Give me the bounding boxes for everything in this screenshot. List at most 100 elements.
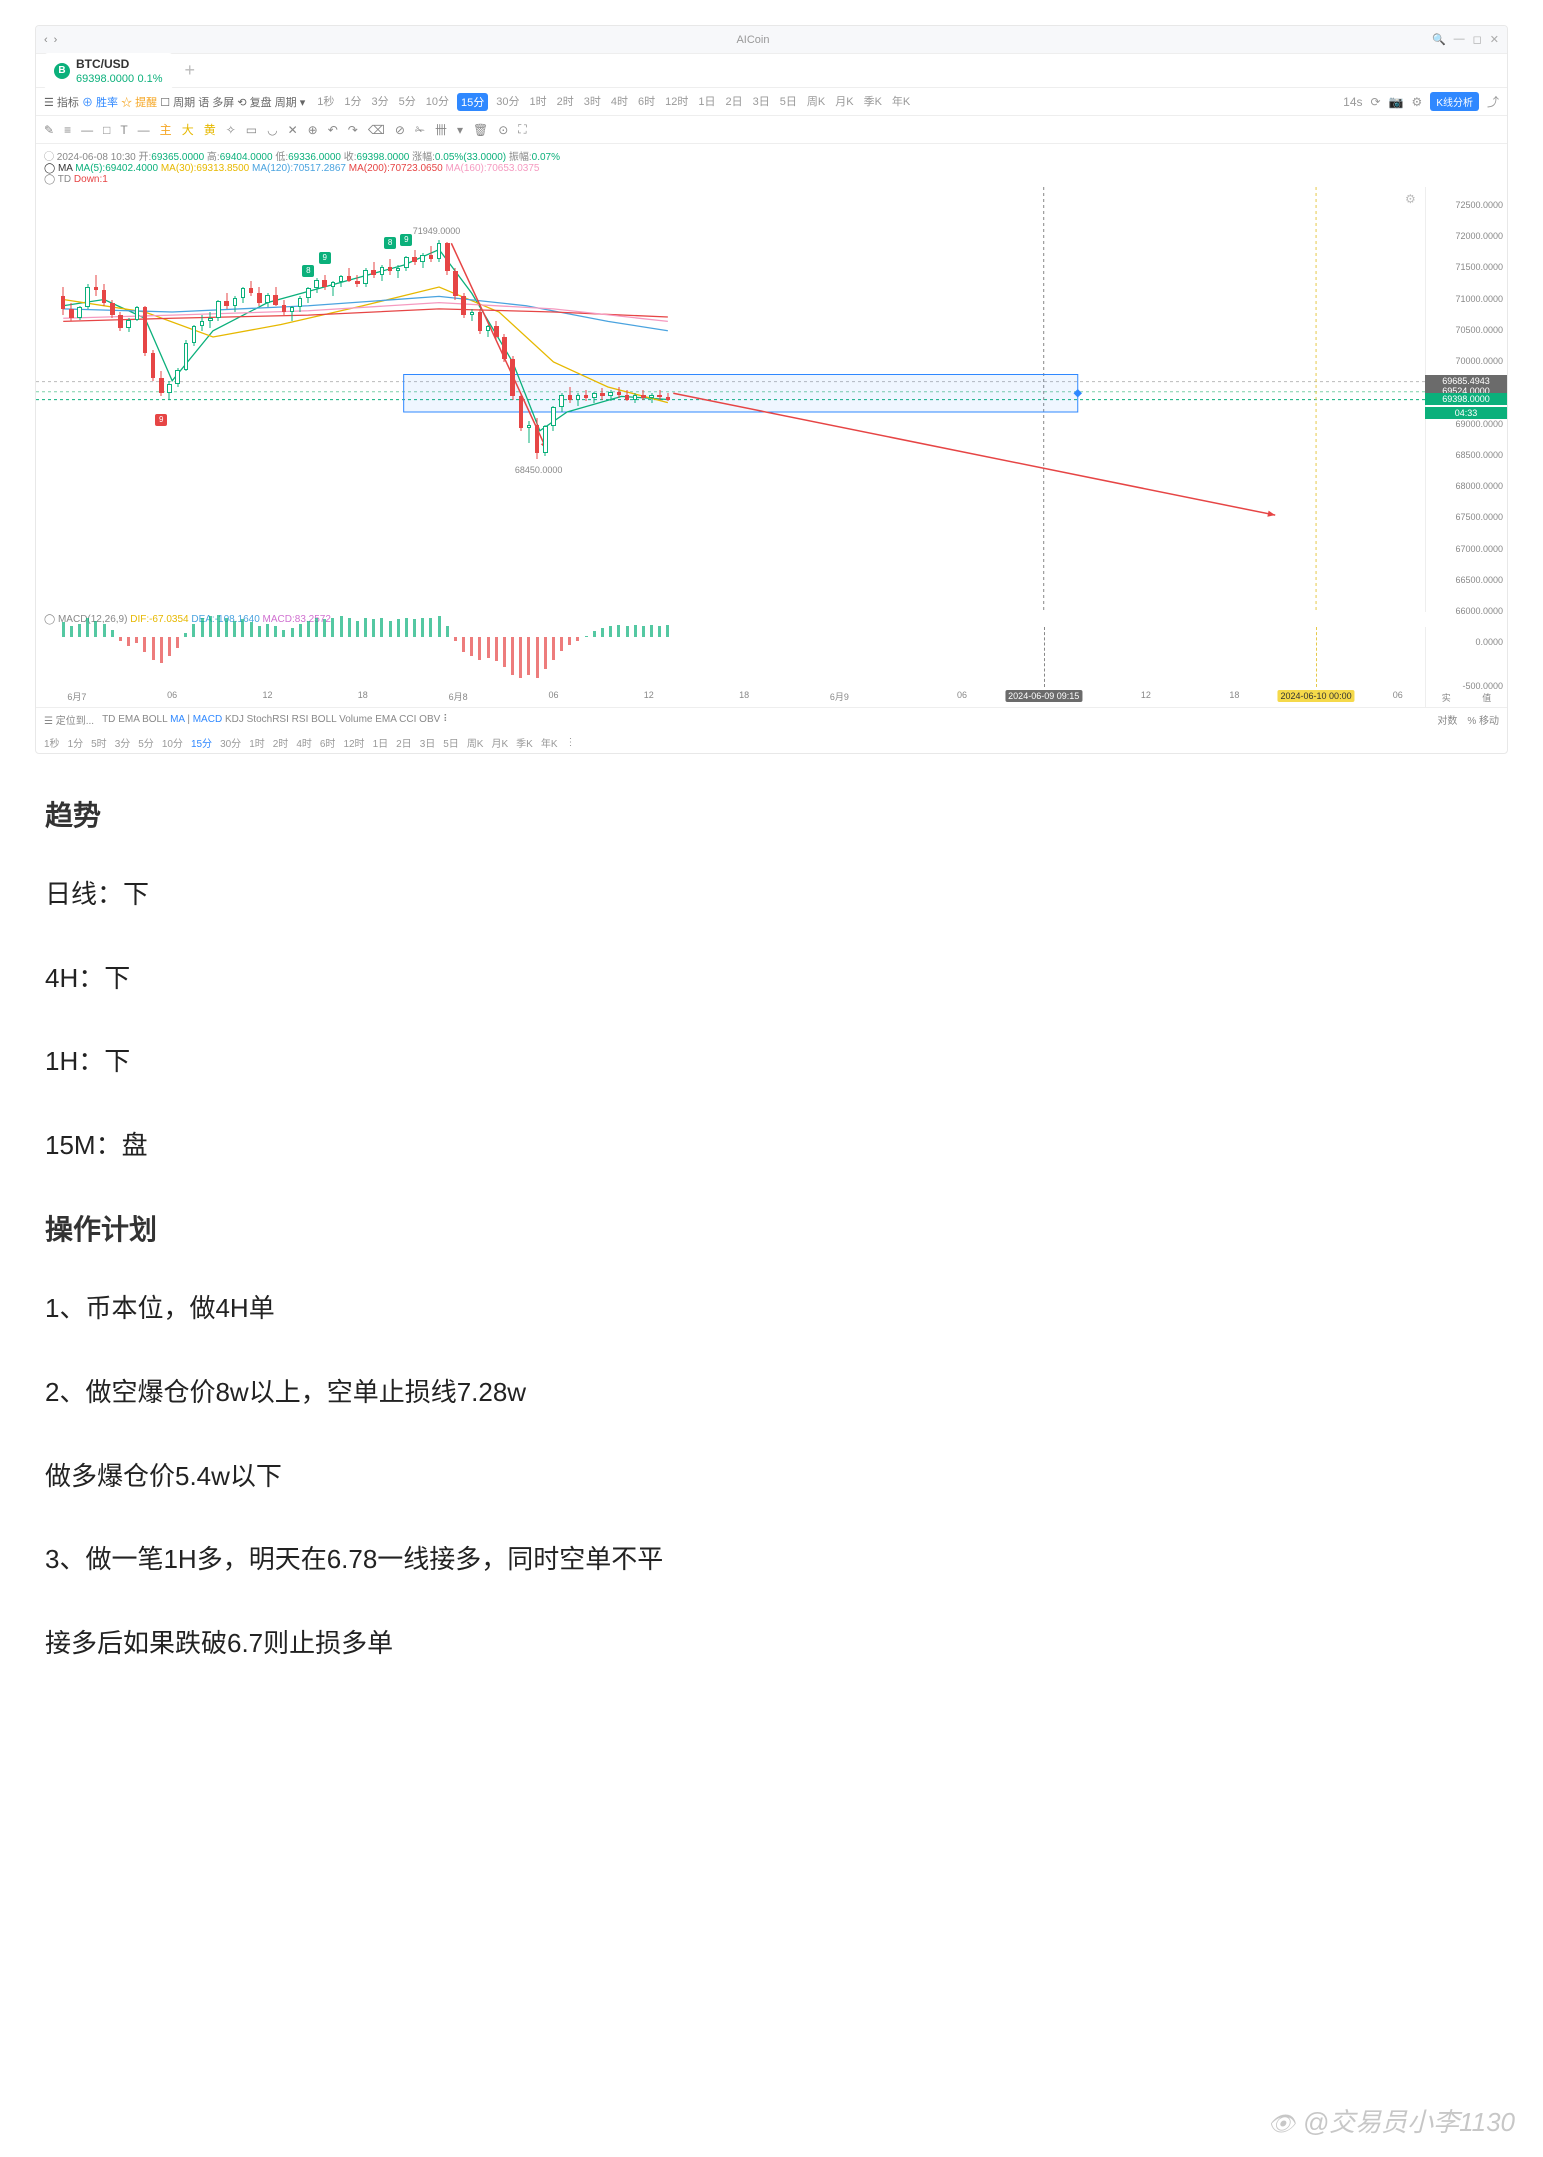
menu-item[interactable]: ☆ 提醒 [121, 97, 157, 109]
timeframe-周K[interactable]: 周K [805, 93, 827, 111]
indicator-CCI[interactable]: CCI [399, 714, 416, 725]
macd-pane[interactable]: 0.0000-500.0000 [36, 627, 1507, 687]
timeframe-3时[interactable]: 3时 [582, 93, 603, 111]
indicator-MA[interactable]: MA [170, 714, 184, 725]
tf-bottom-12时[interactable]: 12时 [343, 735, 364, 750]
indicator-EMA[interactable]: EMA [118, 714, 139, 725]
tf-bottom-1分[interactable]: 1分 [68, 735, 84, 750]
indicator-|[interactable]: | [187, 714, 190, 725]
timeframe-2日[interactable]: 2日 [724, 93, 745, 111]
camera-icon[interactable]: 📷 [1389, 95, 1404, 109]
tf-bottom-月K[interactable]: 月K [491, 735, 508, 750]
tf-bottom-3分[interactable]: 3分 [115, 735, 131, 750]
tf-bottom-10分[interactable]: 10分 [162, 735, 183, 750]
timeframe-月K[interactable]: 月K [833, 93, 855, 111]
timeframe-2时[interactable]: 2时 [555, 93, 576, 111]
draw-tool-20[interactable]: ▾ [457, 123, 463, 137]
timeframe-1秒[interactable]: 1秒 [315, 93, 336, 111]
draw-tool-10[interactable]: ▭ [246, 123, 257, 137]
indicator-MACD[interactable]: MACD [193, 714, 222, 725]
add-tab-button[interactable]: + [185, 60, 196, 81]
timeframe-6时[interactable]: 6时 [636, 93, 657, 111]
menu-item[interactable]: 语 多屏 [198, 97, 234, 109]
timeframe-3分[interactable]: 3分 [370, 93, 391, 111]
tf-bottom-3日[interactable]: 3日 [420, 735, 436, 750]
draw-tool-5[interactable]: — [138, 123, 150, 137]
indicator-BOLL[interactable]: BOLL [142, 714, 167, 725]
tf-bottom-2日[interactable]: 2日 [396, 735, 412, 750]
indicator-EMA[interactable]: EMA [375, 714, 396, 725]
timeframe-5分[interactable]: 5分 [397, 93, 418, 111]
tf-bottom-5分[interactable]: 5分 [138, 735, 154, 750]
draw-tool-7[interactable]: 大 [182, 121, 194, 138]
tf-bottom-5日[interactable]: 5日 [443, 735, 459, 750]
tf-bottom-2时[interactable]: 2时 [273, 735, 289, 750]
tf-bottom-15分[interactable]: 15分 [191, 735, 212, 750]
timeframe-30分[interactable]: 30分 [494, 93, 521, 111]
locate-button[interactable]: ☰ 定位到... [44, 712, 94, 727]
menu-item[interactable]: ⟲ 复盘 [237, 97, 271, 109]
timeframe-4时[interactable]: 4时 [609, 93, 630, 111]
indicator-⠇[interactable]: ⠇ [443, 714, 450, 725]
draw-tool-9[interactable]: ✧ [226, 123, 236, 137]
tf-bottom-⋮[interactable]: ⋮ [566, 737, 576, 748]
kline-analysis-button[interactable]: K线分析 [1430, 92, 1479, 111]
draw-tool-1[interactable]: ≡ [64, 123, 71, 137]
tf-bottom-5时[interactable]: 5时 [91, 735, 107, 750]
tf-bottom-6时[interactable]: 6时 [320, 735, 336, 750]
draw-tool-0[interactable]: ✎ [44, 123, 54, 137]
tf-bottom-30分[interactable]: 30分 [220, 735, 241, 750]
draw-tool-2[interactable]: — [81, 123, 93, 137]
draw-tool-12[interactable]: ✕ [288, 123, 298, 137]
tf-bottom-1日[interactable]: 1日 [373, 735, 389, 750]
menu-item[interactable]: ⊕ 胜率 [82, 97, 118, 109]
tf-bottom-年K[interactable]: 年K [541, 735, 558, 750]
timeframe-年K[interactable]: 年K [890, 93, 912, 111]
draw-tool-3[interactable]: □ [103, 123, 110, 137]
menu-item[interactable]: ☐ 周期 [160, 97, 195, 109]
timeframe-1分[interactable]: 1分 [342, 93, 363, 111]
nav-back-icon[interactable]: ‹ [44, 34, 48, 46]
tf-bottom-1秒[interactable]: 1秒 [44, 735, 60, 750]
timeframe-5日[interactable]: 5日 [778, 93, 799, 111]
draw-tool-6[interactable]: 主 [160, 121, 172, 138]
nav-fwd-icon[interactable]: › [54, 34, 58, 46]
indicator-KDJ[interactable]: KDJ [225, 714, 244, 725]
tf-bottom-季K[interactable]: 季K [516, 735, 533, 750]
timeframe-3日[interactable]: 3日 [751, 93, 772, 111]
chart-pane[interactable]: ⚙ 71949.000068450.000098989 72500.000072… [36, 187, 1507, 612]
indicator-OBV[interactable]: OBV [419, 714, 440, 725]
draw-tool-15[interactable]: ↷ [348, 123, 358, 137]
search-icon[interactable]: 🔍 [1432, 33, 1446, 46]
tf-bottom-周K[interactable]: 周K [467, 735, 484, 750]
indbar-opt[interactable]: % 移动 [1467, 712, 1499, 727]
draw-tool-8[interactable]: 黄 [204, 121, 216, 138]
maximize-icon[interactable]: ◻ [1473, 33, 1482, 46]
timeframe-1日[interactable]: 1日 [696, 93, 717, 111]
timeframe-10分[interactable]: 10分 [424, 93, 451, 111]
indicator-RSI[interactable]: RSI [292, 714, 309, 725]
axis-mode[interactable]: 值 [1482, 691, 1491, 704]
draw-tool-23[interactable]: ⛶ [518, 122, 526, 137]
indbar-opt[interactable]: 对数 [1437, 712, 1457, 727]
draw-tool-11[interactable]: ◡ [267, 123, 277, 137]
tf-bottom-4时[interactable]: 4时 [296, 735, 312, 750]
timeframe-季K[interactable]: 季K [862, 93, 884, 111]
indicator-TD[interactable]: TD [102, 714, 115, 725]
timeframe-12时[interactable]: 12时 [663, 93, 690, 111]
close-icon[interactable]: ✕ [1490, 33, 1499, 46]
refresh-icon[interactable]: ⟳ [1371, 95, 1381, 109]
share-icon[interactable]: ⤴ [1487, 93, 1499, 110]
draw-tool-13[interactable]: ⊕ [308, 123, 318, 137]
indicator-Volume[interactable]: Volume [339, 714, 372, 725]
draw-tool-4[interactable]: T [120, 123, 127, 137]
menu-item[interactable]: 周期 ▾ [275, 97, 306, 109]
settings-icon[interactable]: ⚙ [1412, 95, 1423, 109]
indicator-BOLL[interactable]: BOLL [311, 714, 336, 725]
draw-tool-21[interactable]: 🗑 [473, 123, 488, 137]
timeframe-1时[interactable]: 1时 [528, 93, 549, 111]
draw-tool-19[interactable]: 卌 [435, 121, 447, 138]
indicator-StochRSI[interactable]: StochRSI [247, 714, 289, 725]
tf-bottom-1时[interactable]: 1时 [249, 735, 265, 750]
draw-tool-17[interactable]: ⊘ [395, 123, 405, 137]
